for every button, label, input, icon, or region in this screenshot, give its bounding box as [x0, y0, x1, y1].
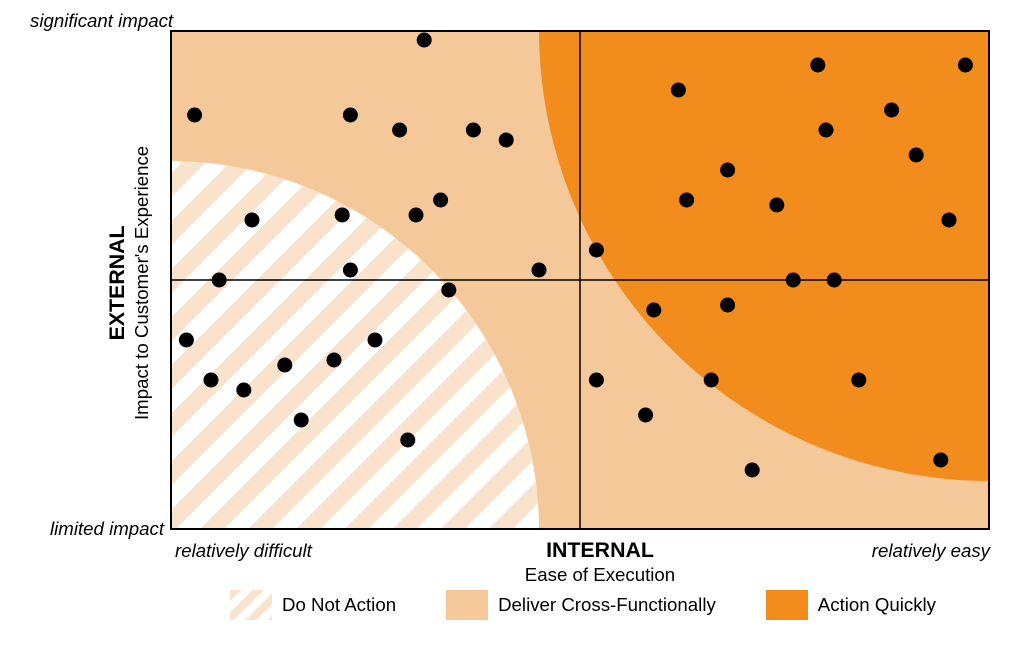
scatter-point	[409, 208, 424, 223]
legend-item-donot: Do Not Action	[230, 590, 396, 620]
scatter-point	[327, 353, 342, 368]
scatter-point	[646, 303, 661, 318]
scatter-point	[441, 283, 456, 298]
x-axis-title-bold: INTERNAL	[546, 538, 654, 562]
x-axis-title-sub: Ease of Execution	[525, 564, 675, 585]
scatter-point	[179, 333, 194, 348]
scatter-point	[392, 123, 407, 138]
y-axis-max-label: significant impact	[30, 10, 173, 32]
scatter-point	[532, 263, 547, 278]
legend-swatch-action	[766, 590, 808, 620]
x-axis-max-label: relatively easy	[872, 540, 990, 562]
scatter-point	[343, 263, 358, 278]
scatter-point	[810, 58, 825, 73]
legend-swatch-mid	[446, 590, 488, 620]
scatter-point	[589, 243, 604, 258]
scatter-point	[638, 408, 653, 423]
scatter-point	[769, 198, 784, 213]
scatter-point	[589, 373, 604, 388]
scatter-point	[819, 123, 834, 138]
scatter-point	[851, 373, 866, 388]
scatter-point	[368, 333, 383, 348]
legend-label: Deliver Cross-Functionally	[498, 594, 716, 616]
x-axis-min-label: relatively difficult	[175, 540, 312, 562]
scatter-point	[499, 133, 514, 148]
scatter-point	[400, 433, 415, 448]
scatter-point	[433, 193, 448, 208]
scatter-point	[942, 213, 957, 228]
scatter-point	[204, 373, 219, 388]
scatter-point	[933, 453, 948, 468]
scatter-point	[679, 193, 694, 208]
scatter-point	[671, 83, 686, 98]
scatter-point	[335, 208, 350, 223]
scatter-point	[294, 413, 309, 428]
quadrant-chart-svg	[170, 30, 990, 530]
legend-label: Do Not Action	[282, 594, 396, 616]
x-axis-title: INTERNAL Ease of Execution	[500, 538, 700, 586]
scatter-point	[343, 108, 358, 123]
scatter-point	[745, 463, 760, 478]
scatter-point	[212, 273, 227, 288]
chart-legend: Do Not Action Deliver Cross-Functionally A…	[230, 590, 936, 620]
scatter-point	[187, 108, 202, 123]
quadrant-chart	[170, 30, 990, 530]
scatter-point	[909, 148, 924, 163]
scatter-point	[720, 163, 735, 178]
legend-item-mid: Deliver Cross-Functionally	[446, 590, 716, 620]
scatter-point	[884, 103, 899, 118]
scatter-point	[720, 298, 735, 313]
legend-item-action: Action Quickly	[766, 590, 936, 620]
y-axis-title: EXTERNAL Impact to Customer's Experience	[105, 146, 153, 420]
y-axis-title-sub: Impact to Customer's Experience	[131, 146, 152, 420]
scatter-point	[245, 213, 260, 228]
legend-swatch-donot	[230, 590, 272, 620]
scatter-point	[827, 273, 842, 288]
scatter-point	[417, 33, 432, 48]
scatter-point	[786, 273, 801, 288]
y-axis-min-label: limited impact	[50, 518, 164, 540]
scatter-point	[466, 123, 481, 138]
y-axis-title-bold: EXTERNAL	[105, 225, 129, 340]
scatter-point	[704, 373, 719, 388]
legend-label: Action Quickly	[818, 594, 936, 616]
scatter-point	[236, 383, 251, 398]
scatter-point	[277, 358, 292, 373]
scatter-point	[958, 58, 973, 73]
